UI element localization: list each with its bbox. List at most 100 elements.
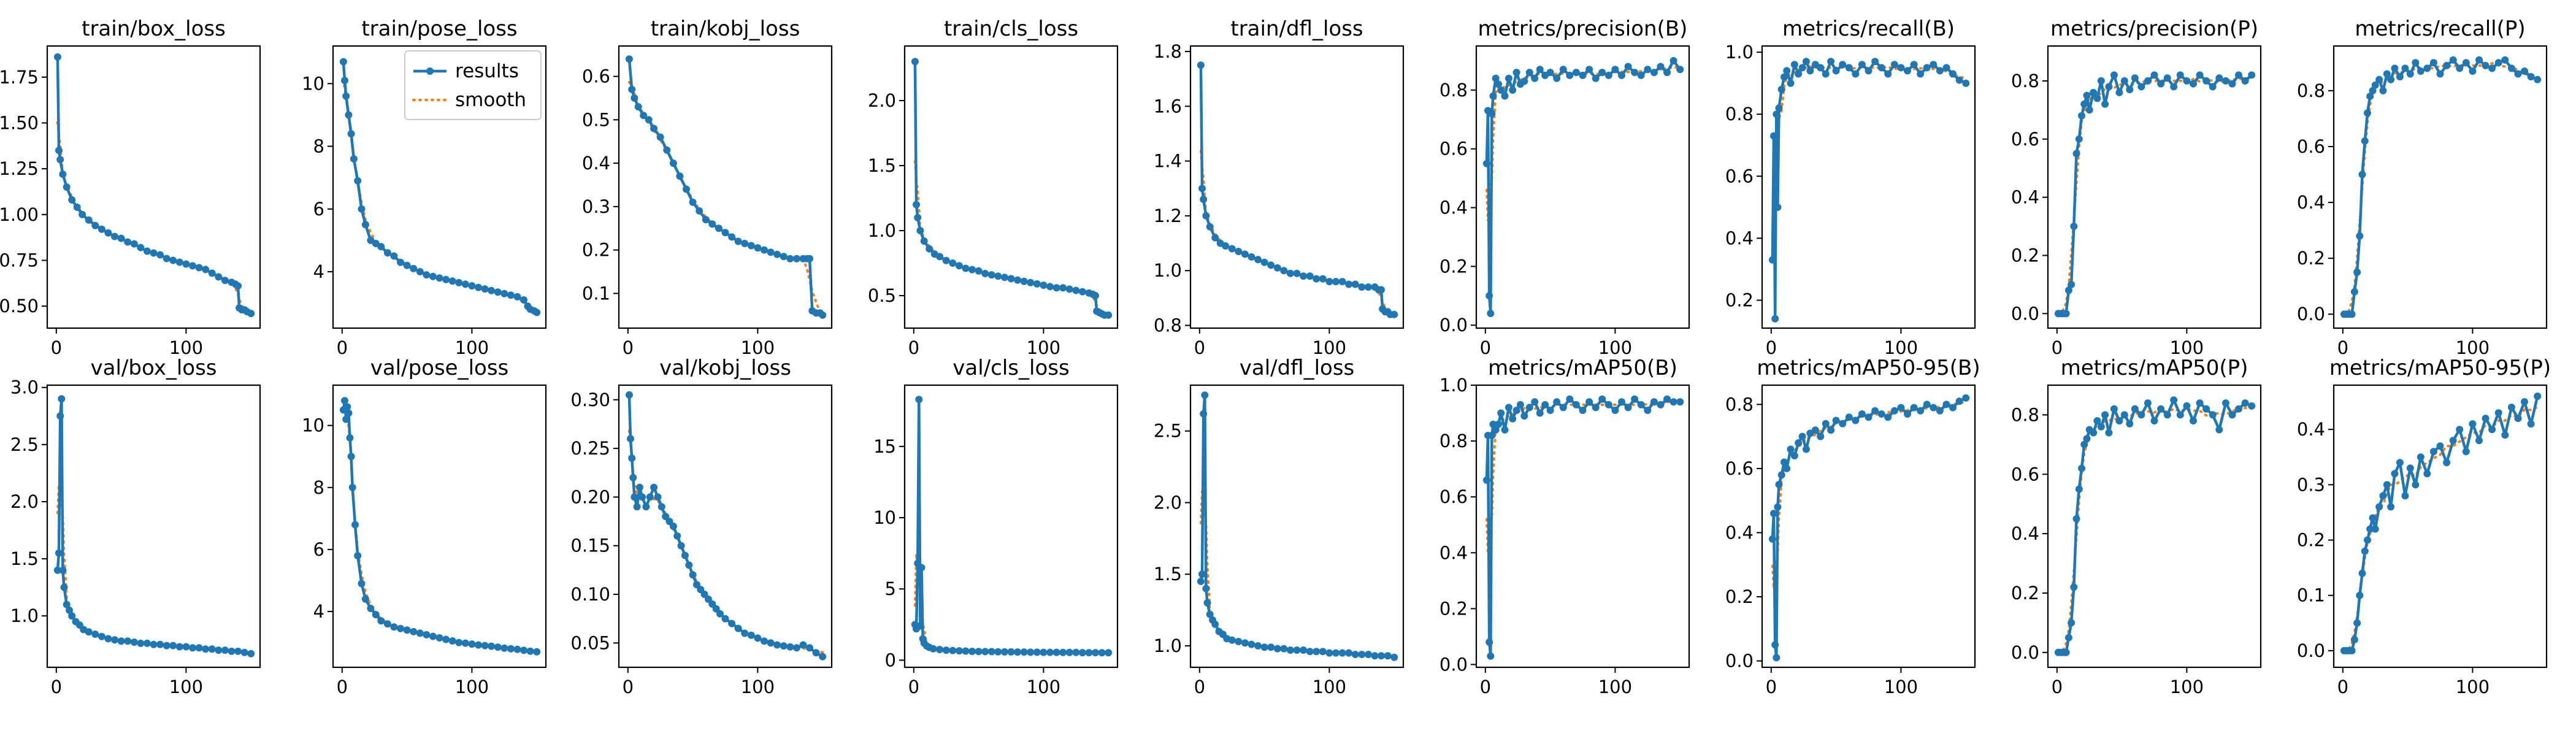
- data-point: [936, 253, 944, 261]
- panel-title: train/dfl_loss: [1230, 17, 1363, 41]
- x-tick-label: 100: [2170, 337, 2204, 358]
- data-point: [2115, 417, 2123, 425]
- x-tick-label: 0: [2052, 677, 2063, 697]
- data-point: [2235, 71, 2242, 79]
- data-point: [1059, 284, 1067, 292]
- legend: results smooth: [404, 50, 542, 120]
- data-point: [1197, 577, 1205, 585]
- x-tick-label: 100: [1313, 677, 1346, 697]
- data-point: [1923, 401, 1931, 408]
- data-point: [1917, 70, 1925, 78]
- data-point: [1771, 641, 1779, 649]
- data-point: [2456, 64, 2464, 72]
- data-point: [520, 296, 527, 304]
- data-point: [2514, 415, 2522, 423]
- data-point: [1795, 70, 1803, 78]
- x-tick-label: 100: [1027, 337, 1060, 358]
- y-tick-label: 0.6: [1725, 166, 1754, 186]
- data-point: [2534, 75, 2542, 83]
- data-point: [1770, 510, 1777, 518]
- x-tick-label: 0: [1766, 337, 1777, 358]
- data-point: [2391, 64, 2399, 72]
- data-point: [2190, 417, 2197, 425]
- data-point: [358, 580, 366, 588]
- data-point: [2412, 481, 2420, 489]
- data-point: [2150, 71, 2158, 79]
- data-point: [1917, 407, 1925, 415]
- data-point: [715, 224, 723, 232]
- data-point: [1487, 310, 1495, 317]
- data-point: [2209, 83, 2217, 91]
- x-tick-label: 0: [908, 337, 919, 358]
- data-point: [2215, 74, 2223, 82]
- data-point: [175, 643, 183, 651]
- data-point: [2456, 426, 2464, 434]
- data-point: [500, 644, 508, 652]
- panel-val-dfl-loss: val/dfl_loss 0 100 1.0 1.5 2.0 2.5: [1154, 356, 1405, 697]
- data-point: [2105, 83, 2113, 91]
- data-point: [625, 55, 633, 63]
- data-point: [1319, 648, 1327, 656]
- data-point: [1852, 70, 1860, 78]
- data-point: [1325, 278, 1333, 286]
- data-point: [773, 641, 781, 649]
- y-tick-label: 0.8: [2011, 71, 2039, 91]
- data-point: [968, 648, 976, 655]
- data-point: [163, 255, 171, 263]
- data-point: [1065, 285, 1073, 293]
- y-tick-label: 0.2: [2011, 245, 2039, 266]
- data-point: [56, 156, 64, 164]
- data-point: [1566, 395, 1574, 403]
- data-point: [1930, 61, 1938, 69]
- x-tick-label: 0: [2052, 337, 2063, 358]
- data-point: [2183, 77, 2191, 85]
- data-point: [361, 595, 369, 603]
- data-point: [2527, 73, 2535, 81]
- data-point: [2469, 420, 2477, 428]
- data-point: [1624, 404, 1632, 412]
- data-point: [1254, 256, 1262, 264]
- data-point: [633, 503, 641, 511]
- y-tick-label: 0.2: [2011, 583, 2039, 604]
- y-tick-label: 8: [313, 136, 324, 157]
- data-point: [2062, 310, 2070, 318]
- y-tick-label: 0.8: [2297, 80, 2325, 101]
- data-point: [1211, 620, 1219, 628]
- data-point: [1052, 284, 1060, 292]
- data-point: [669, 523, 677, 530]
- data-point: [2449, 56, 2457, 64]
- y-tick-label: 0.4: [2011, 187, 2039, 208]
- data-point: [240, 648, 248, 656]
- data-point: [2190, 80, 2197, 88]
- data-point: [1930, 404, 1938, 412]
- data-point: [1832, 416, 1840, 424]
- y-tick-label: 0.2: [1439, 598, 1468, 619]
- data-point: [2202, 77, 2210, 85]
- data-point: [410, 264, 418, 272]
- data-point: [2221, 77, 2229, 85]
- plot-frame: [2333, 384, 2548, 669]
- panel-train-cls-loss: train/cls_loss 0 100 0.5 1.0 1.5 2.0: [868, 17, 1119, 358]
- data-point: [1949, 404, 1957, 412]
- data-point: [377, 617, 385, 625]
- data-point: [1618, 398, 1625, 406]
- data-point: [1378, 286, 1385, 294]
- data-point: [1495, 80, 1502, 88]
- data-point: [1078, 649, 1086, 657]
- data-point: [1052, 648, 1060, 656]
- data-point: [949, 259, 957, 267]
- x-tick-label: 100: [455, 337, 489, 358]
- data-point: [2090, 429, 2098, 437]
- data-point: [189, 644, 196, 652]
- data-point: [2183, 402, 2191, 410]
- data-point: [208, 269, 216, 277]
- y-tick-label: 0.6: [1439, 139, 1468, 159]
- data-point: [520, 646, 527, 654]
- data-point: [1669, 57, 1677, 64]
- data-point: [1260, 643, 1268, 651]
- data-point: [1897, 404, 1905, 412]
- data-point: [2387, 75, 2395, 83]
- data-point: [1520, 412, 1528, 420]
- data-point: [347, 453, 355, 461]
- data-point: [2078, 464, 2085, 472]
